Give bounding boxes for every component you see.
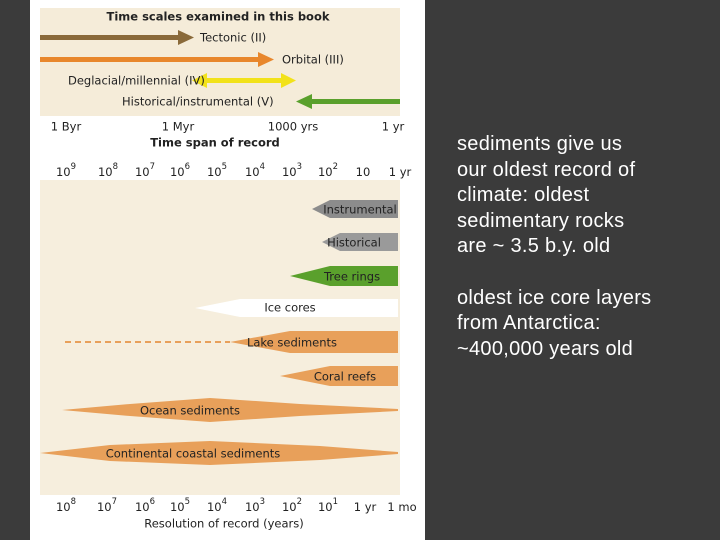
tick-exponent: 9 xyxy=(71,162,76,172)
scale-arrows xyxy=(40,30,400,109)
tick-label: 106 xyxy=(170,162,190,179)
text-line: sedimentary rocks xyxy=(457,209,625,232)
tick-base: 10 xyxy=(356,165,371,179)
tick-base: 10 xyxy=(56,500,71,514)
tick-base: 1 yr xyxy=(389,165,412,179)
span-tick-label: 1 yr xyxy=(382,120,405,134)
proxy-label: Ocean sediments xyxy=(140,404,240,418)
scale-label: Historical/instrumental (V) xyxy=(122,95,274,109)
tick-exponent: 4 xyxy=(222,497,227,507)
text-line: our oldest record of xyxy=(457,158,636,181)
tick-base: 10 xyxy=(282,500,297,514)
tick-base: 10 xyxy=(207,165,222,179)
tick-base: 10 xyxy=(97,500,112,514)
tick-label: 1 mo xyxy=(387,500,416,514)
tick-label: 107 xyxy=(97,497,117,514)
paragraph: oldest ice core layers from Antarctica: ~4… xyxy=(457,286,651,363)
tick-base: 1 mo xyxy=(387,500,416,514)
tick-base: 10 xyxy=(56,165,71,179)
tick-label: 103 xyxy=(282,162,302,179)
tick-label: 101 xyxy=(318,497,338,514)
tick-label: 1 yr xyxy=(354,500,377,514)
proxy-label: Instrumental xyxy=(323,203,397,217)
proxy-label: Historical xyxy=(327,236,381,250)
tick-exponent: 3 xyxy=(260,497,265,507)
tick-base: 10 xyxy=(170,500,185,514)
tick-exponent: 5 xyxy=(185,497,190,507)
scale-label: Deglacial/millennial (IV) xyxy=(68,74,205,88)
tick-label: 1 yr xyxy=(389,165,412,179)
tick-base: 10 xyxy=(318,500,333,514)
resolution-axis-label: Resolution of record (years) xyxy=(144,517,304,531)
scale-label: Orbital (III) xyxy=(282,53,344,67)
text-line: sediments give us xyxy=(457,133,623,155)
tick-base: 10 xyxy=(245,165,260,179)
tick-base: 10 xyxy=(207,500,222,514)
tick-label: 102 xyxy=(282,497,302,514)
tick-label: 104 xyxy=(245,162,265,179)
span-tick-label: 1 Myr xyxy=(162,120,195,134)
text-line: oldest ice core layers xyxy=(457,286,652,309)
tick-exponent: 7 xyxy=(112,497,117,507)
tick-base: 10 xyxy=(135,500,150,514)
tick-exponent: 1 xyxy=(333,497,338,507)
tick-label: 102 xyxy=(318,162,338,179)
proxy-label: Lake sediments xyxy=(247,336,337,350)
tick-exponent: 2 xyxy=(333,162,338,172)
proxy-label: Ice cores xyxy=(264,301,315,315)
tick-base: 10 xyxy=(245,500,260,514)
tick-label: 108 xyxy=(56,497,76,514)
paragraph: sediments give us our oldest record of cli… xyxy=(457,132,651,260)
figure: Time scales examined in this book Tectoni… xyxy=(30,0,425,540)
text-line: from Antarctica: xyxy=(457,312,601,334)
tick-label: 106 xyxy=(135,497,155,514)
tick-label: 107 xyxy=(135,162,155,179)
tick-exponent: 6 xyxy=(150,497,155,507)
span-tick-label: 1 Byr xyxy=(51,120,82,134)
tick-base: 10 xyxy=(282,165,297,179)
tick-label: 10 xyxy=(356,165,371,179)
tick-exponent: 7 xyxy=(150,162,155,172)
tick-exponent: 2 xyxy=(297,497,302,507)
tick-label: 109 xyxy=(56,162,76,179)
figure-title: Time scales examined in this book xyxy=(107,10,330,24)
span-tick-label: 1000 yrs xyxy=(268,120,318,134)
tick-exponent: 3 xyxy=(297,162,302,172)
tick-label: 108 xyxy=(98,162,118,179)
tick-base: 10 xyxy=(170,165,185,179)
tick-base: 1 yr xyxy=(354,500,377,514)
tick-exponent: 6 xyxy=(185,162,190,172)
tick-base: 10 xyxy=(98,165,113,179)
notes: sediments give us our oldest record of cli… xyxy=(457,132,651,388)
tick-base: 10 xyxy=(135,165,150,179)
proxy-label: Continental coastal sediments xyxy=(106,447,281,461)
tick-exponent: 8 xyxy=(71,497,76,507)
text-line: climate: oldest xyxy=(457,184,590,206)
scale-label: Tectonic (II) xyxy=(199,31,266,45)
proxy-shapes xyxy=(40,200,398,465)
tick-label: 105 xyxy=(207,162,227,179)
tick-exponent: 5 xyxy=(222,162,227,172)
proxy-label: Tree rings xyxy=(323,270,380,284)
tick-label: 105 xyxy=(170,497,190,514)
proxy-label: Coral reefs xyxy=(314,370,376,384)
text-line: are ~ 3.5 b.y. old xyxy=(457,235,611,257)
text-line: ~400,000 years old xyxy=(457,337,634,360)
span-axis-label: Time span of record xyxy=(150,136,280,150)
tick-label: 103 xyxy=(245,497,265,514)
tick-exponent: 4 xyxy=(260,162,265,172)
tick-exponent: 8 xyxy=(113,162,118,172)
tick-label: 104 xyxy=(207,497,227,514)
tick-base: 10 xyxy=(318,165,333,179)
